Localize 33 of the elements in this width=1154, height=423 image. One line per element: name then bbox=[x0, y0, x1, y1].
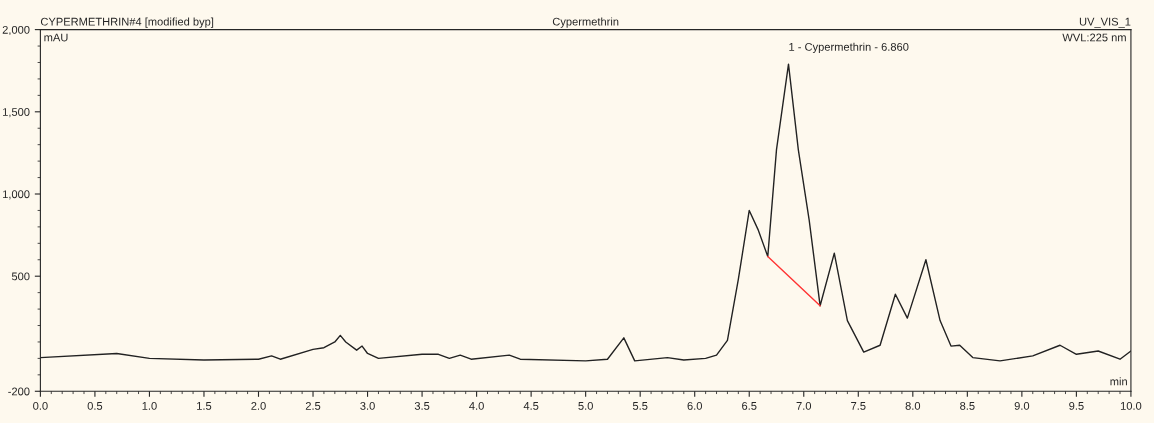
x-tick-label: 2.0 bbox=[251, 401, 266, 410]
x-tick-label: 8.5 bbox=[960, 401, 975, 410]
x-tick-label: 1.0 bbox=[142, 401, 157, 410]
text: CYPERMETHRIN#4 [modified byp] bbox=[40, 17, 214, 28]
x-tick-label: 5.0 bbox=[578, 401, 593, 410]
y-tick-label: 1,000 bbox=[3, 190, 30, 200]
x-tick-label: 5.5 bbox=[632, 402, 648, 410]
y-tick-label: 2,000 bbox=[2, 25, 30, 36]
y-axis-title: mAU bbox=[44, 33, 68, 42]
x-tick-label: 4.5 bbox=[523, 402, 539, 410]
x-tick-label: 8.0 bbox=[905, 401, 921, 410]
x-tick-label: 6.0 bbox=[687, 401, 702, 410]
x-tick-label: 9.5 bbox=[1069, 401, 1084, 410]
x-tick-label: 7.0 bbox=[796, 401, 812, 410]
x-tick-label: 3.0 bbox=[360, 401, 375, 410]
x-axis-title: min bbox=[1110, 377, 1127, 386]
x-tick-label: 3.5 bbox=[414, 401, 430, 410]
x-tick-label: 2.5 bbox=[305, 401, 321, 410]
x-tick-label: 10.0 bbox=[1120, 401, 1142, 410]
y-tick-label: -200 bbox=[8, 387, 30, 396]
x-tick-label: 0.5 bbox=[87, 401, 103, 410]
y-tick-label: 1,500 bbox=[3, 108, 30, 118]
annotation: 1 - Cypermethrin - 6.860 bbox=[789, 42, 909, 54]
text: UV_VIS_1 bbox=[1079, 17, 1131, 28]
y-tick-label: 500 bbox=[11, 272, 30, 281]
annotation: WVL:225 nm bbox=[1062, 33, 1126, 42]
x-tick-label: 1.5 bbox=[197, 402, 212, 410]
x-tick-label: 6.5 bbox=[742, 401, 757, 410]
chart-title: Cypermethrin bbox=[552, 17, 619, 28]
x-tick-label: 9.0 bbox=[1014, 401, 1030, 410]
x-tick-label: 7.5 bbox=[851, 402, 866, 410]
x-tick-label: 4.0 bbox=[469, 401, 484, 410]
x-tick-label: 0.0 bbox=[33, 401, 48, 410]
